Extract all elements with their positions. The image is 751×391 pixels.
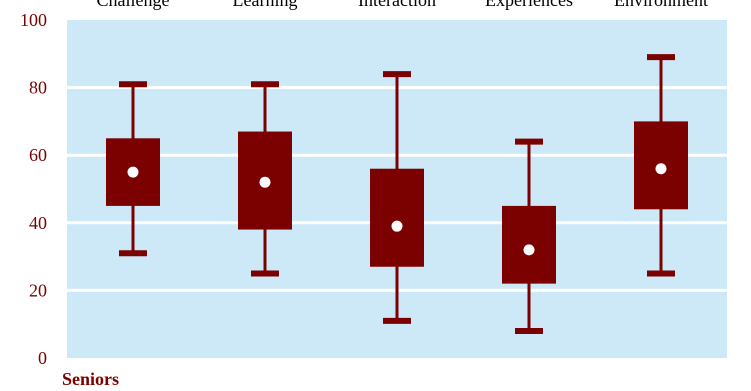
median-marker [259,176,271,188]
y-tick-label: 20 [29,280,47,300]
category-label: Interaction [358,0,436,10]
median-marker [655,163,667,175]
box-environment [634,54,688,277]
y-tick-label: 0 [38,348,47,368]
box-learning [238,81,292,277]
box-challenge [106,81,160,257]
y-axis-tick-labels: 0 20 40 60 80 100 [20,10,47,368]
median-marker [523,244,535,256]
y-tick-label: 60 [29,145,47,165]
box-interaction [370,71,424,324]
median-marker [127,166,139,178]
boxes [106,54,688,334]
y-tick-label: 100 [20,10,47,30]
box-iqr [370,168,424,267]
box-experiences [502,138,556,334]
category-label: Challenge [97,0,170,10]
category-label: Experiences [485,0,573,10]
panel-label: Seniors [62,369,119,389]
category-labels: Challenge Learning Interaction Experiences E… [97,0,708,10]
median-marker [391,220,403,232]
category-label: Learning [233,0,298,10]
y-tick-label: 40 [29,213,47,233]
y-tick-label: 80 [29,78,47,98]
category-label: Environment [614,0,708,10]
